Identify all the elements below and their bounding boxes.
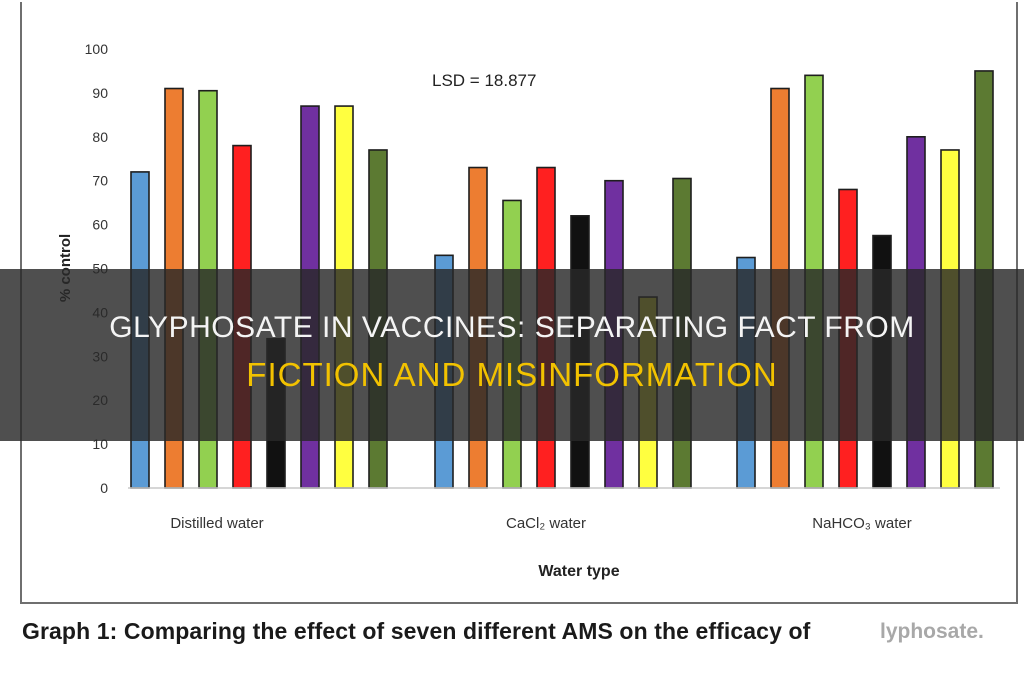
graph-caption-tail: lyphosate. <box>880 620 984 643</box>
x-tick-label: CaCl₂ water <box>506 515 586 532</box>
y-tick-label: 90 <box>92 85 108 101</box>
title-banner: GLYPHOSATE IN VACCINES: SEPARATING FACT … <box>0 269 1024 441</box>
banner-title-line-2: FICTION AND MISINFORMATION <box>246 356 778 393</box>
y-tick-label: 70 <box>92 173 108 189</box>
x-tick-label: NaHCO₃ water <box>812 515 911 532</box>
y-tick-label: 60 <box>92 217 108 233</box>
y-tick-label: 100 <box>85 41 109 57</box>
banner-title-line-1: GLYPHOSATE IN VACCINES: SEPARATING FACT … <box>109 311 915 344</box>
lsd-annotation: LSD = 18.877 <box>432 71 536 90</box>
y-tick-label: 80 <box>92 129 108 145</box>
x-axis-label: Water type <box>538 563 619 580</box>
x-tick-label: Distilled water <box>170 515 263 532</box>
y-tick-label: 0 <box>100 480 108 496</box>
x-axis-ticks: Distilled water CaCl₂ water NaHCO₃ water <box>170 515 911 532</box>
graph-caption: Graph 1: Comparing the effect of seven d… <box>22 618 811 644</box>
